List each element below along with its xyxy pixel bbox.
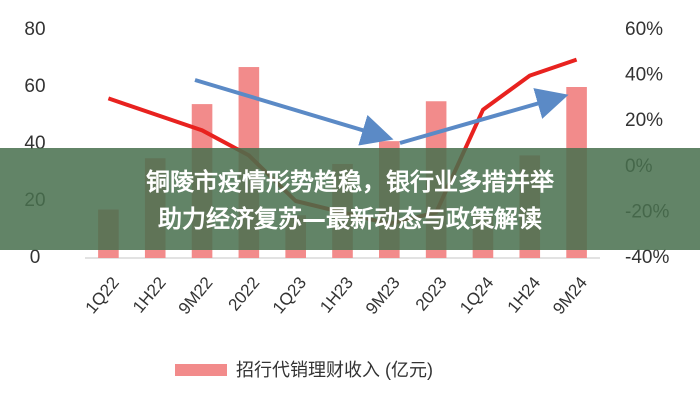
x-tick-label: 1H22 <box>129 273 170 316</box>
y-tick-label: 80 <box>24 19 45 40</box>
arrow <box>194 78 394 146</box>
y-tick-label: 0 <box>30 247 41 268</box>
y2-tick-label: 20% <box>625 110 663 131</box>
x-tick-label: 1H23 <box>316 273 357 316</box>
x-tick-label: 2023 <box>412 273 451 314</box>
arrow <box>399 88 569 145</box>
y2-tick-label: 40% <box>625 65 663 86</box>
y-tick-label: 60 <box>24 76 45 97</box>
x-tick-label: 1Q23 <box>269 273 310 317</box>
legend-label: 招行代销理财收入 (亿元) <box>236 360 433 380</box>
x-tick-label: 9M24 <box>549 273 591 318</box>
y2-tick-label: -40% <box>625 247 669 268</box>
x-tick-label: 1Q22 <box>82 273 123 317</box>
x-tick-label: 1Q24 <box>456 273 497 317</box>
legend-swatch <box>175 364 227 376</box>
x-tick-label: 9M22 <box>175 273 217 318</box>
banner-title: 助力经济复苏—最新动态与政策解读 <box>158 205 542 233</box>
banner-background <box>0 148 700 250</box>
banner-title: 铜陵市疫情形势趋稳，银行业多措并举 <box>146 168 555 196</box>
x-tick-label: 1H24 <box>504 273 545 316</box>
x-tick-label: 9M23 <box>362 273 404 318</box>
x-tick-label: 2022 <box>224 273 263 314</box>
y2-tick-label: 60% <box>625 19 663 40</box>
